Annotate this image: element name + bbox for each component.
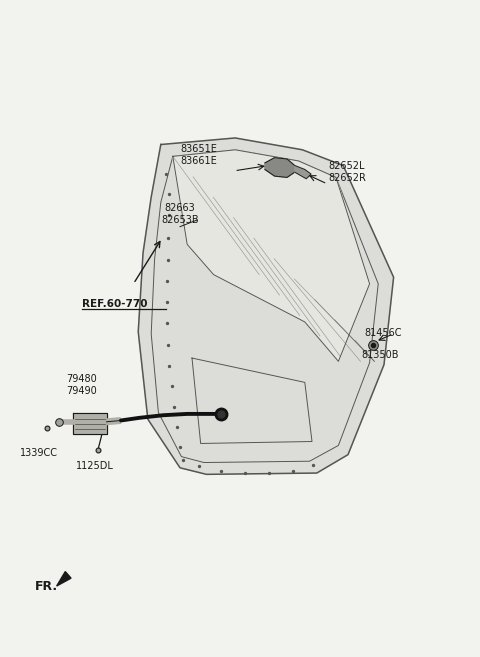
- Polygon shape: [73, 413, 107, 434]
- Polygon shape: [265, 158, 295, 177]
- Text: 82663
82653B: 82663 82653B: [161, 203, 199, 225]
- Text: 1339CC: 1339CC: [20, 448, 59, 458]
- Polygon shape: [173, 150, 370, 361]
- Text: 81456C: 81456C: [365, 328, 402, 338]
- Text: 79480
79490: 79480 79490: [66, 374, 97, 396]
- Text: 81350B: 81350B: [361, 350, 398, 360]
- Text: REF.60-770: REF.60-770: [82, 299, 147, 309]
- Polygon shape: [138, 138, 394, 474]
- Text: 1125DL: 1125DL: [76, 461, 114, 471]
- Text: FR.: FR.: [35, 579, 58, 593]
- Text: 83651E
83661E: 83651E 83661E: [181, 144, 217, 166]
- Polygon shape: [57, 572, 71, 586]
- Text: 82652L
82652R: 82652L 82652R: [329, 161, 367, 183]
- Polygon shape: [295, 166, 311, 179]
